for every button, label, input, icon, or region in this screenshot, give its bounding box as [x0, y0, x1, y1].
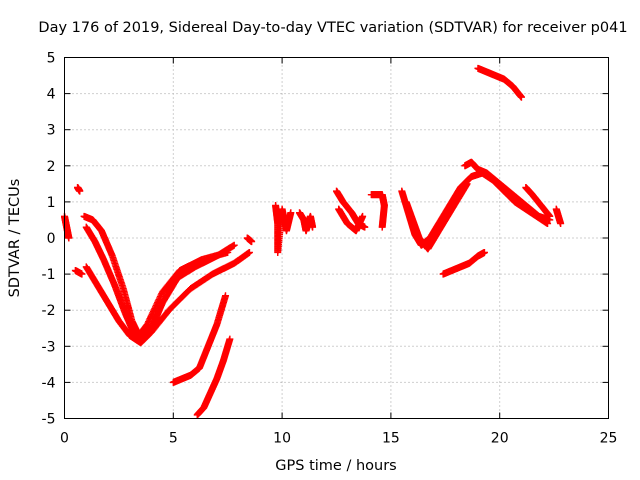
tick-layer: 0 5 10 15 20 25 -5 -4 -3 -2 -1 0 1 2 3 4 5 [42, 51, 618, 447]
x-tick-label: 25 [600, 431, 618, 447]
data-point [65, 234, 73, 242]
grid-layer [64, 57, 609, 419]
plot-area [61, 64, 565, 419]
y-tick-label: 2 [47, 159, 56, 175]
y-tick-label: 5 [47, 51, 56, 67]
series-arc-10 [272, 202, 295, 256]
y-tick-label: -3 [42, 339, 56, 355]
series-arc-19 [552, 205, 565, 228]
y-axis-label: SDTVAR / TECUs [7, 179, 23, 298]
y-tick-label: 4 [47, 87, 56, 103]
series-arc-16 [402, 180, 471, 253]
data-point [230, 241, 238, 249]
data-point [517, 93, 525, 101]
data-point [76, 187, 84, 195]
data-point [226, 335, 234, 343]
data-point [546, 212, 554, 220]
y-tick-label: -4 [42, 375, 56, 391]
series-arc-07 [169, 292, 230, 386]
series-arc-20 [439, 248, 488, 278]
series-arc-17 [461, 158, 554, 224]
data-point [224, 248, 232, 256]
x-tick-label: 10 [273, 431, 291, 447]
series-arc-08 [193, 335, 234, 419]
data-point [248, 238, 256, 246]
data-point [463, 180, 471, 188]
series-arc-13 [335, 205, 367, 235]
series-arc-21 [474, 64, 525, 101]
data-point [309, 223, 317, 231]
series-arc-09 [243, 234, 256, 246]
data-point [245, 248, 253, 256]
series-arc-11 [296, 209, 317, 235]
series-arc-05 [82, 248, 253, 347]
data-point [359, 212, 367, 220]
x-tick-label: 15 [382, 431, 400, 447]
data-point [287, 209, 295, 217]
series-arc-06 [71, 266, 86, 278]
y-tick-label: -5 [42, 412, 56, 428]
plot-frame [64, 57, 609, 419]
x-axis-label: GPS time / hours [275, 458, 396, 474]
data-point [78, 270, 86, 278]
x-tick-label: 0 [60, 431, 69, 447]
series-arc-01 [61, 212, 73, 242]
x-tick-label: 5 [169, 431, 178, 447]
y-tick-label: 3 [47, 123, 56, 139]
series-arc-18 [522, 183, 554, 220]
data-point [378, 223, 386, 231]
data-point [557, 220, 565, 228]
y-tick-label: -2 [42, 303, 56, 319]
x-tick-label: 20 [491, 431, 509, 447]
y-tick-label: 0 [47, 231, 56, 247]
chart-title: Day 176 of 2019, Sidereal Day-to-day VTE… [38, 20, 627, 36]
data-point [361, 223, 369, 231]
series-arc-02 [74, 183, 84, 195]
y-tick-label: 1 [47, 195, 56, 211]
data-point [480, 248, 488, 256]
data-point [222, 292, 230, 300]
series-arc-14 [367, 191, 388, 231]
y-tick-label: -1 [42, 267, 56, 283]
series-arc-12 [333, 187, 369, 231]
